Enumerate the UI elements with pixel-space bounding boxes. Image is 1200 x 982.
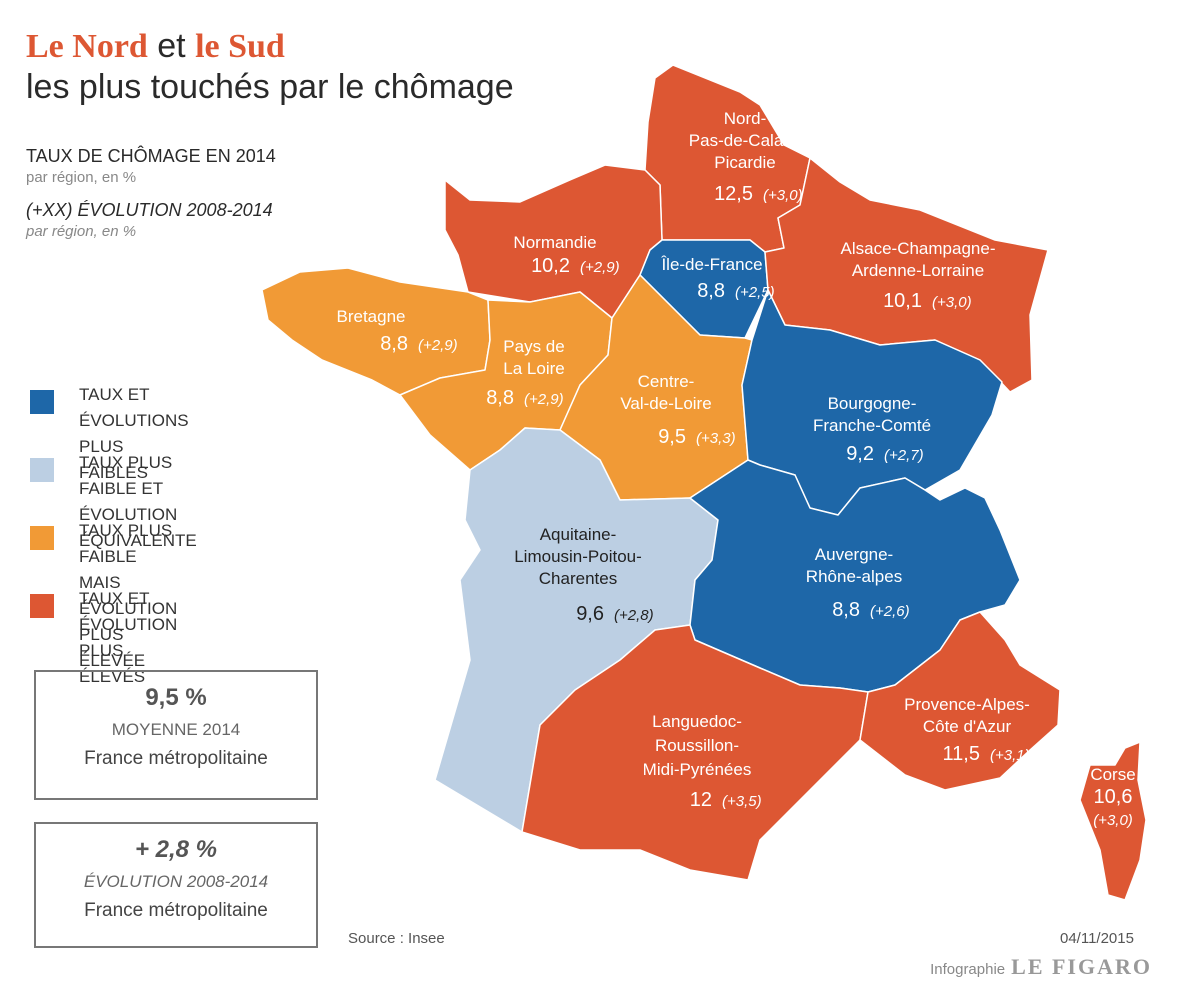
region-name-alpc: Aquitaine- Limousin-Poitou- Charentes bbox=[514, 525, 642, 588]
legend-swatch-dark-blue bbox=[30, 390, 54, 414]
region-name-line: Rhône-alpes bbox=[806, 567, 902, 586]
region-name-line: Alsace-Champagne- bbox=[841, 239, 996, 258]
evolution-value: + 2,8 % bbox=[134, 836, 218, 863]
region-name-normandie: Normandie bbox=[513, 233, 596, 252]
subtitle-evolution-unit: par région, en % bbox=[26, 223, 137, 240]
region-name-idf: Île-de-France bbox=[660, 255, 762, 274]
region-rate-ara: 8,8 bbox=[832, 599, 860, 621]
region-name-line: Roussillon- bbox=[655, 736, 739, 755]
subtitle-heading: TAUX DE CHÔMAGE EN 2014 bbox=[26, 146, 276, 166]
region-corse bbox=[1079, 741, 1147, 901]
average-scope: France métropolitaine bbox=[84, 748, 268, 769]
title-line-2: les plus touchés par le chômage bbox=[26, 68, 514, 106]
region-rate-lrmp: 12 bbox=[690, 789, 712, 811]
region-rate-bretagne: 8,8 bbox=[380, 333, 408, 355]
region-name-line: Île-de-France bbox=[660, 255, 762, 274]
region-rate-acal: 10,1 bbox=[883, 290, 922, 312]
region-name-line: Charentes bbox=[539, 569, 617, 588]
region-evolution-idf: (+2,5) bbox=[735, 284, 775, 301]
page-title: Le Nord et le Sud les plus touchés par l… bbox=[26, 26, 514, 107]
region-evolution-alpc: (+2,8) bbox=[614, 607, 654, 624]
region-name-acal: Alsace-Champagne- Ardenne-Lorraine bbox=[841, 239, 996, 280]
legend-swatch-red bbox=[30, 594, 54, 618]
legend-label: TAUX PLUS FAIBLE ET ÉVOLUTION ÉQUIVALENT… bbox=[79, 453, 197, 550]
region-name-line: Corse bbox=[1090, 765, 1135, 784]
region-name-bretagne: Bretagne bbox=[337, 307, 406, 326]
average-box: 9,5 % MOYENNE 2014 France métropolitaine bbox=[34, 670, 318, 800]
region-name-nord: Nord- Pas-de-Calais- Picardie bbox=[689, 109, 801, 172]
region-name-line: Val-de-Loire bbox=[620, 394, 711, 413]
region-evolution-paca: (+3,1) bbox=[990, 747, 1030, 764]
region-rate-corse: 10,6 bbox=[1094, 786, 1133, 808]
subtitle-heading-unit: par région, en % bbox=[26, 169, 137, 186]
evolution-scope: France métropolitaine bbox=[84, 900, 268, 921]
region-name-line: Picardie bbox=[714, 153, 775, 172]
legend-swatch-light-blue bbox=[30, 458, 54, 482]
region-rate-paca: 11,5 bbox=[943, 743, 980, 765]
region-name-cvl: Centre- Val-de-Loire bbox=[620, 372, 711, 413]
region-evolution-bretagne: (+2,9) bbox=[418, 337, 458, 354]
region-name-line: Auvergne- bbox=[815, 545, 893, 564]
region-rate-bfc: 9,2 bbox=[846, 443, 874, 465]
legend-label: TAUX ET ÉVOLUTIONS PLUS FAIBLES bbox=[79, 385, 189, 482]
source-note: Source : Insee bbox=[348, 930, 445, 947]
region-name-line: Ardenne-Lorraine bbox=[852, 261, 984, 280]
region-rate-normandie: 10,2 bbox=[531, 255, 570, 277]
region-evolution-bfc: (+2,7) bbox=[884, 447, 924, 464]
region-name-paca: Provence-Alpes- Côte d'Azur bbox=[904, 695, 1030, 736]
region-evolution-cvl: (+3,3) bbox=[696, 430, 736, 447]
region-name-ara: Auvergne- Rhône-alpes bbox=[806, 545, 902, 586]
region-name-line: Côte d'Azur bbox=[923, 717, 1012, 736]
subtitle-evolution: (+XX) ÉVOLUTION 2008-2014 bbox=[26, 200, 273, 220]
region-evolution-corse: (+3,0) bbox=[1093, 812, 1133, 829]
map-subtitle: TAUX DE CHÔMAGE EN 2014 par région, en %… bbox=[26, 146, 276, 240]
region-name-pdl: Pays de La Loire bbox=[503, 337, 564, 378]
publication-date: 04/11/2015 bbox=[1060, 930, 1134, 947]
region-name-line: Bourgogne- bbox=[828, 394, 917, 413]
region-paca bbox=[859, 611, 1061, 791]
region-lrmp bbox=[521, 624, 869, 881]
region-name-line: Limousin-Poitou- bbox=[514, 547, 642, 566]
le-figaro-logo: LE FIGARO bbox=[1011, 954, 1152, 979]
region-evolution-acal: (+3,0) bbox=[932, 294, 972, 311]
region-evolution-normandie: (+2,9) bbox=[580, 259, 620, 276]
region-rate-alpc: 9,6 bbox=[576, 603, 604, 625]
credit: Infographie LE FIGARO bbox=[930, 954, 1152, 980]
legend-swatch-orange bbox=[30, 526, 54, 550]
evolution-box: + 2,8 % ÉVOLUTION 2008-2014 France métro… bbox=[34, 822, 318, 948]
region-name-line: Midi-Pyrénées bbox=[643, 760, 752, 779]
region-name-corse: Corse bbox=[1090, 765, 1135, 784]
region-name-line: Provence-Alpes- bbox=[904, 695, 1030, 714]
average-value: 9,5 % bbox=[145, 684, 207, 711]
region-name-line: Pays de bbox=[503, 337, 564, 356]
region-rate-idf: 8,8 bbox=[697, 280, 725, 302]
region-name-line: Centre- bbox=[638, 372, 695, 391]
credit-prefix: Infographie bbox=[930, 961, 1006, 978]
evolution-label: ÉVOLUTION 2008-2014 bbox=[83, 872, 269, 891]
title-line-1: Le Nord et le Sud bbox=[26, 27, 285, 65]
region-name-lrmp: Languedoc- Roussillon- Midi-Pyrénées bbox=[643, 712, 752, 779]
region-name-bfc: Bourgogne- Franche-Comté bbox=[813, 394, 931, 435]
region-rate-nord: 12,5 bbox=[714, 183, 753, 205]
region-evolution-ara: (+2,6) bbox=[870, 603, 910, 620]
region-name-line: Languedoc- bbox=[652, 712, 742, 731]
region-evolution-pdl: (+2,9) bbox=[524, 391, 564, 408]
region-name-line: Pas-de-Calais- bbox=[689, 131, 801, 150]
region-name-line: Normandie bbox=[513, 233, 596, 252]
region-evolution-nord: (+3,0) bbox=[763, 187, 803, 204]
region-name-line: Franche-Comté bbox=[813, 416, 931, 435]
region-rate-pdl: 8,8 bbox=[486, 387, 514, 409]
region-name-line: Bretagne bbox=[337, 307, 406, 326]
average-label: MOYENNE 2014 bbox=[111, 720, 241, 739]
region-name-line: La Loire bbox=[503, 359, 564, 378]
legend-label: TAUX PLUS FAIBLE MAIS ÉVOLUTION PLUS ÉLE… bbox=[79, 521, 178, 670]
region-rate-cvl: 9,5 bbox=[658, 426, 686, 448]
region-name-line: Nord- bbox=[724, 109, 767, 128]
region-evolution-lrmp: (+3,5) bbox=[722, 793, 762, 810]
region-name-line: Aquitaine- bbox=[540, 525, 617, 544]
